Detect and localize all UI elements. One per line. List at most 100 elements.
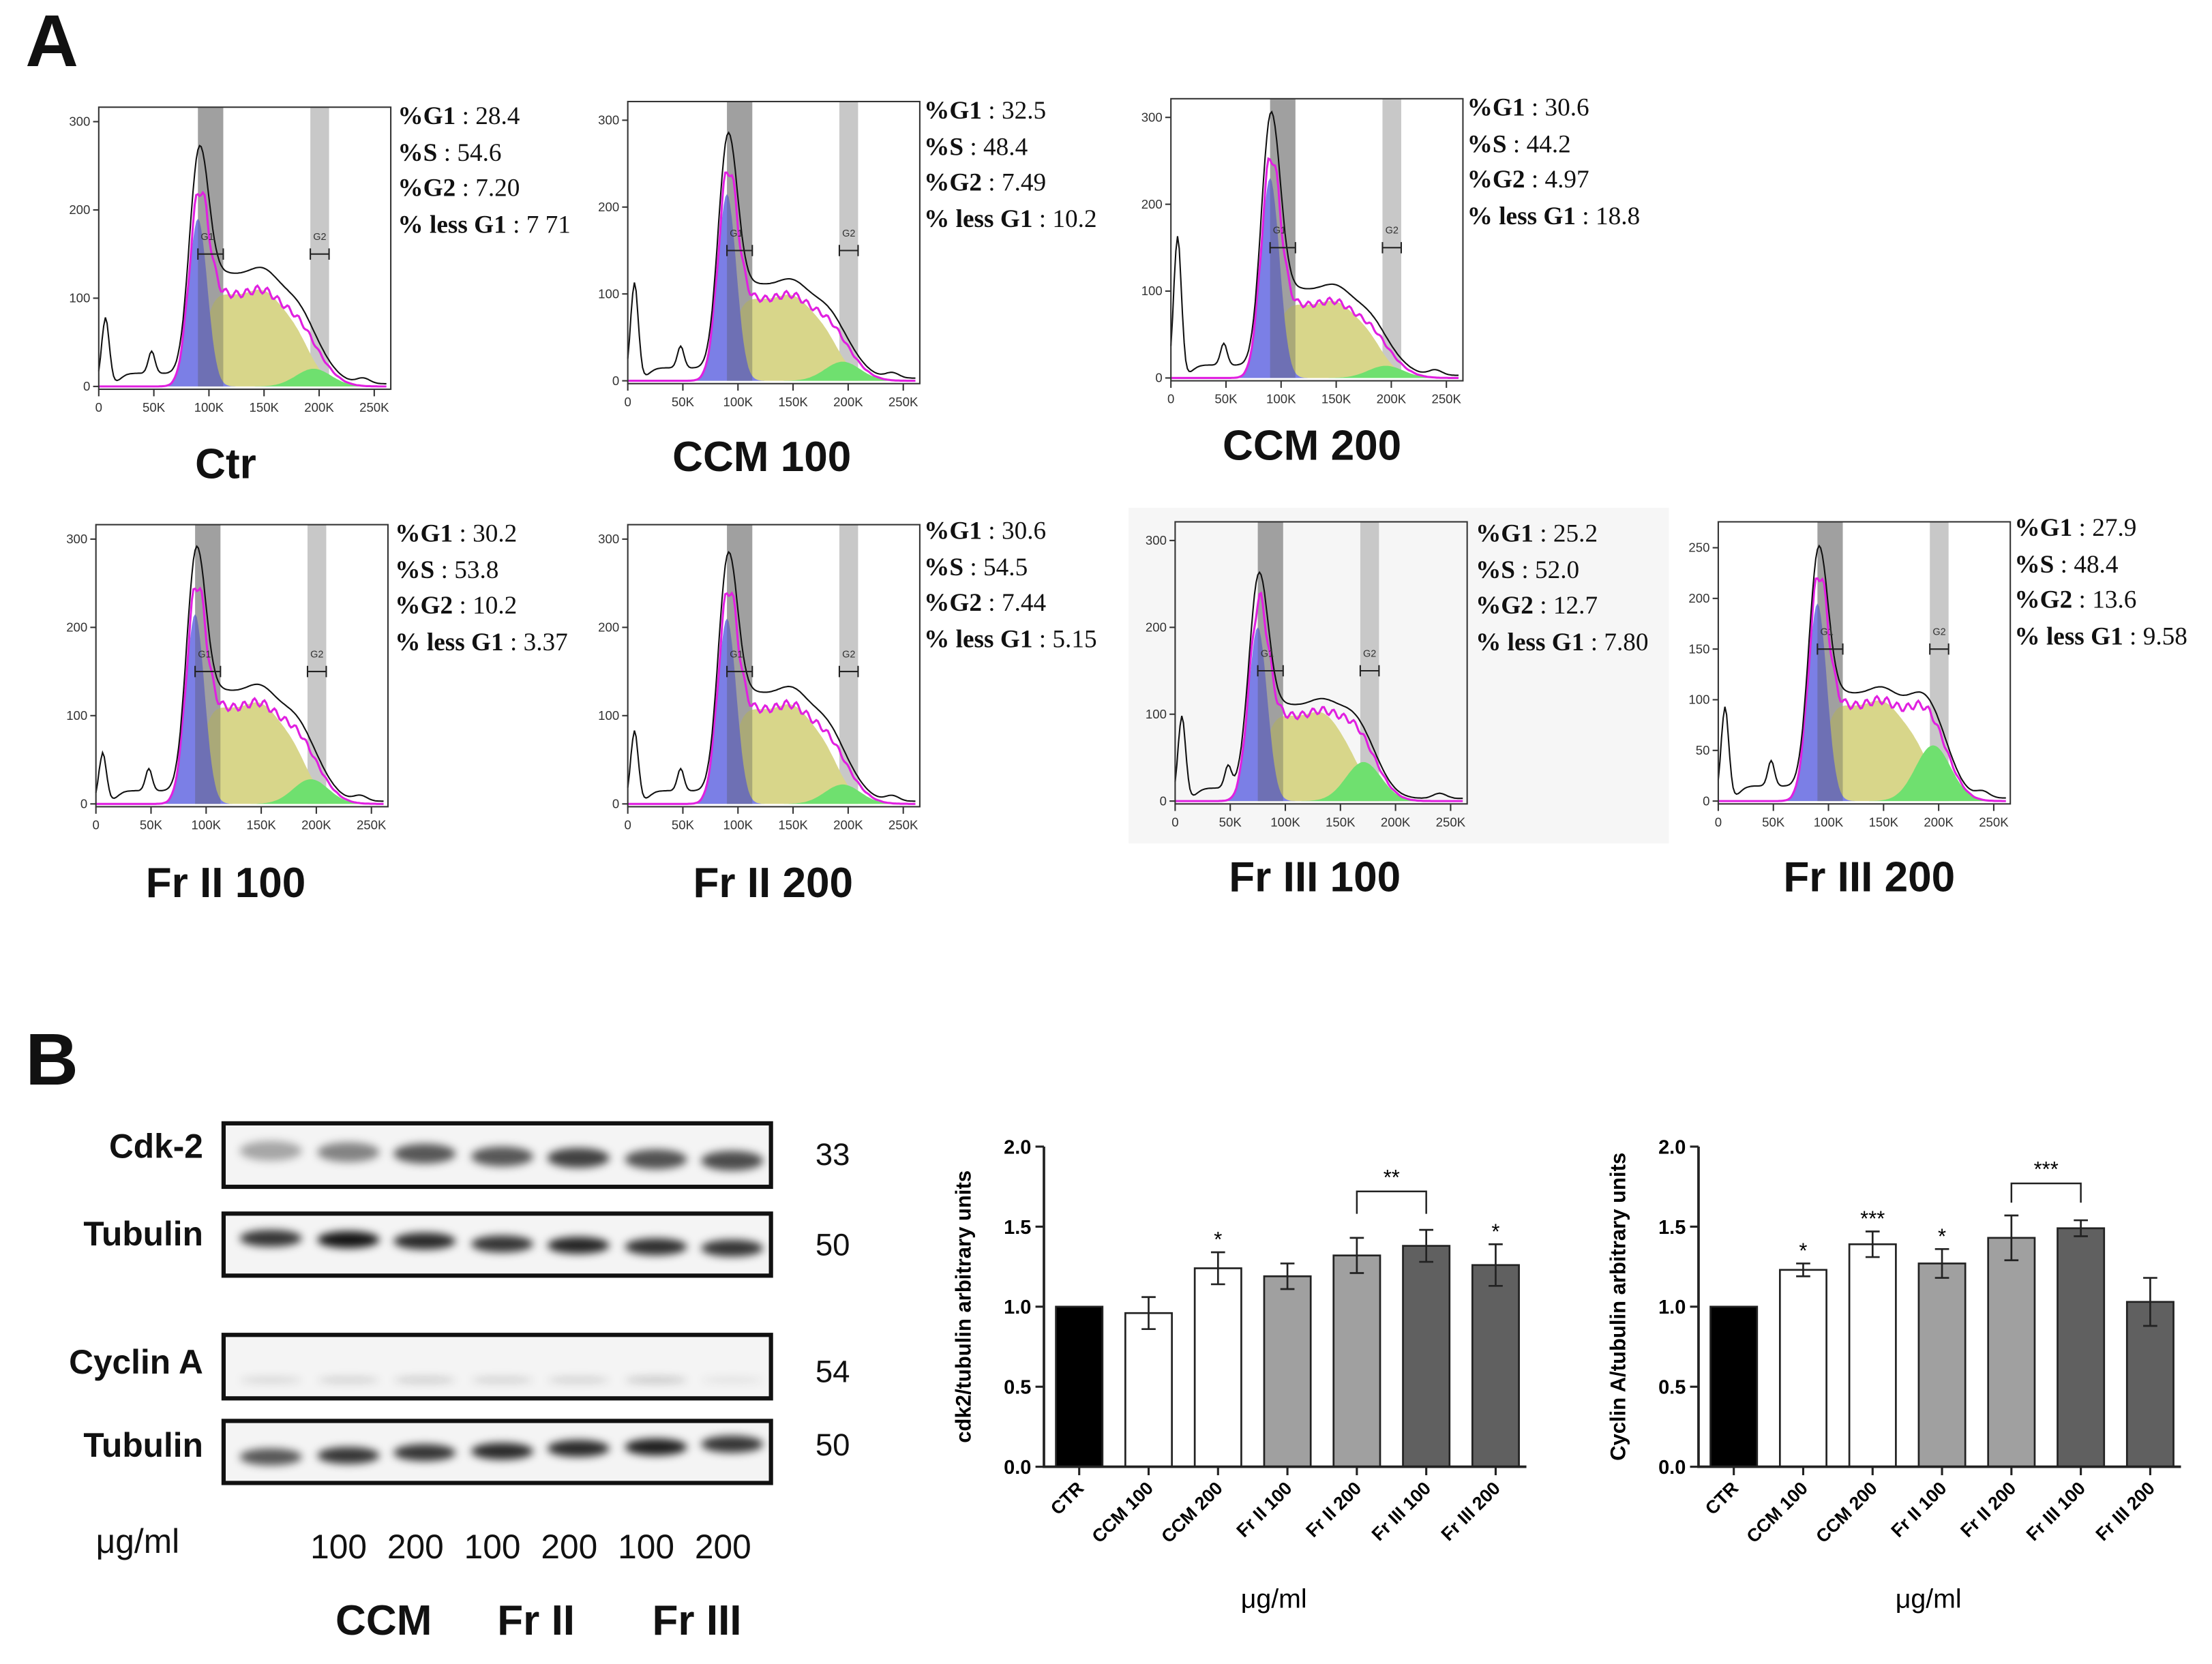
x-tick-label: 150K [1321, 392, 1351, 406]
data-histogram-line [1174, 571, 1463, 800]
stat-value: : 52.0 [1515, 555, 1580, 584]
cell-cycle-stats: %G1 : 25.2 %S : 52.0 %G2 : 12.7% less G1 :… [1476, 516, 1649, 660]
stat-line: %G2 : 12.7 [1476, 588, 1649, 624]
g2-gate-label: G2 [1386, 226, 1399, 237]
treatment-group-label: Fr III [652, 1598, 742, 1645]
dose-label: 100 [464, 1528, 521, 1567]
cell-cycle-stats: %G1 : 30.6 %S : 54.5 %G2 : 7.44% less G1 :… [924, 513, 1097, 657]
stat-line: %G1 : 28.4 [398, 99, 571, 135]
stat-value: : 54.5 [963, 551, 1028, 581]
x-tick-label: 0 [1715, 815, 1722, 829]
s-phase-area [1175, 712, 1464, 802]
category-label: Fr II 200 [1302, 1478, 1365, 1541]
protein-band [393, 1233, 456, 1250]
protein-band [239, 1448, 302, 1466]
category-label: CCM 200 [1812, 1478, 1881, 1547]
stat-value: : 12.7 [1533, 590, 1598, 620]
y-tick-label: 150 [1688, 641, 1709, 656]
g2-area [95, 779, 385, 804]
g2-gate-band [1382, 98, 1401, 378]
plot-frame [627, 524, 921, 808]
cell-cycle-stats: %G1 : 30.2 %S : 53.8 %G2 : 10.2% less G1 :… [395, 516, 568, 660]
protein-band [701, 1436, 764, 1453]
stat-label: %S [1476, 555, 1516, 584]
y-tick-label: 1.0 [1004, 1297, 1031, 1318]
significance-marker: *** [1860, 1207, 1885, 1230]
category-label: Fr III 200 [2092, 1478, 2159, 1545]
molecular-weight-label: 50 [815, 1427, 850, 1463]
y-tick-label: 2.0 [1004, 1136, 1031, 1158]
condition-label: Fr II 100 [145, 860, 306, 907]
model-fit-line [1175, 591, 1463, 802]
model-fit-line [1718, 577, 2006, 802]
bar [1332, 1254, 1381, 1468]
stat-value: : 4.97 [1525, 165, 1589, 194]
g2-gate-label: G2 [842, 228, 855, 239]
protein-band [701, 1239, 764, 1257]
x-tick-label: 0 [1167, 392, 1174, 406]
significance-marker: * [1214, 1228, 1222, 1252]
stat-line: %G2 : 7.49 [924, 165, 1097, 201]
protein-band [470, 1235, 533, 1252]
y-tick-label: 300 [598, 113, 619, 127]
y-tick-label: 100 [1146, 707, 1167, 721]
bracket-significance-label: ** [1384, 1165, 1400, 1189]
plot-frame [98, 106, 392, 391]
stat-label: %S [398, 137, 438, 166]
protein-band [624, 1238, 687, 1256]
category-label: Fr III 200 [1437, 1478, 1504, 1545]
x-axis-label: μg/ml [1241, 1584, 1307, 1614]
y-tick-label: 0 [1160, 793, 1167, 808]
category-label: Fr II 100 [1233, 1478, 1296, 1541]
stat-line: %G1 : 30.6 [924, 513, 1097, 549]
g2-gate-band [307, 524, 327, 804]
x-tick-label: 100K [1266, 392, 1296, 406]
bar-chart-1: CTR CCM 100*CCM 200 Fr II 100 Fr II 200 Fr I… [951, 1136, 1527, 1614]
y-axis-label: Cyclin A/tubulin arbitrary units [1606, 1153, 1630, 1461]
x-tick-label: 0 [624, 395, 631, 409]
error-bar [1796, 1262, 1810, 1277]
stat-label: %S [924, 551, 964, 581]
blot-label: Tubulin [83, 1427, 203, 1466]
x-tick-label: 0 [95, 400, 102, 414]
y-tick-label: 0 [1703, 793, 1709, 808]
y-tick-label: 0.5 [1004, 1377, 1031, 1399]
stat-value: : 48.4 [2054, 549, 2119, 578]
x-tick-label: 50K [1762, 815, 1785, 829]
stat-label: % less G1 [1467, 200, 1576, 230]
blot-image [221, 1419, 773, 1485]
s-phase-area [98, 289, 388, 387]
s-phase-area [627, 704, 917, 804]
g1-gate-label: G1 [730, 649, 743, 660]
blot-label: Tubulin [83, 1215, 203, 1254]
bar [1987, 1237, 2036, 1468]
g1-gate-label: G1 [730, 228, 743, 239]
significance-bracket [2010, 1182, 2082, 1203]
category-label: Fr III 100 [2022, 1478, 2089, 1545]
plot-frame [1717, 521, 2012, 805]
model-fit-line [98, 190, 387, 388]
x-tick-label: 0 [624, 818, 631, 832]
bar-chart-2: CTR * CCM 100 *** CCM 200 * Fr II 100 Fr II 200… [1606, 1136, 2181, 1614]
category-label: CTR [1047, 1478, 1088, 1519]
model-fit-line [627, 171, 916, 382]
condition-label: Fr III 100 [1229, 854, 1401, 902]
protein-band [624, 1438, 687, 1455]
stat-label: % less G1 [924, 624, 1033, 652]
stat-line: %G1 : 27.9 [2014, 511, 2187, 547]
g2-area [1175, 761, 1464, 802]
x-tick-label: 50K [1214, 392, 1238, 406]
x-tick-label: 250K [359, 400, 389, 414]
error-bar [1280, 1262, 1295, 1290]
bar [1193, 1267, 1242, 1468]
stat-label: %G1 [398, 101, 456, 130]
x-tick-label: 200K [1381, 815, 1411, 829]
stat-value: : 28.4 [455, 101, 520, 130]
stat-line: %G1 : 25.2 [1476, 516, 1649, 552]
y-tick-label: 1.5 [1004, 1217, 1031, 1239]
protein-band [393, 1376, 456, 1383]
stat-value: : 7.20 [455, 173, 520, 202]
protein-band [470, 1376, 533, 1383]
x-tick-label: 250K [1431, 392, 1461, 406]
dose-label: 100 [310, 1528, 368, 1567]
